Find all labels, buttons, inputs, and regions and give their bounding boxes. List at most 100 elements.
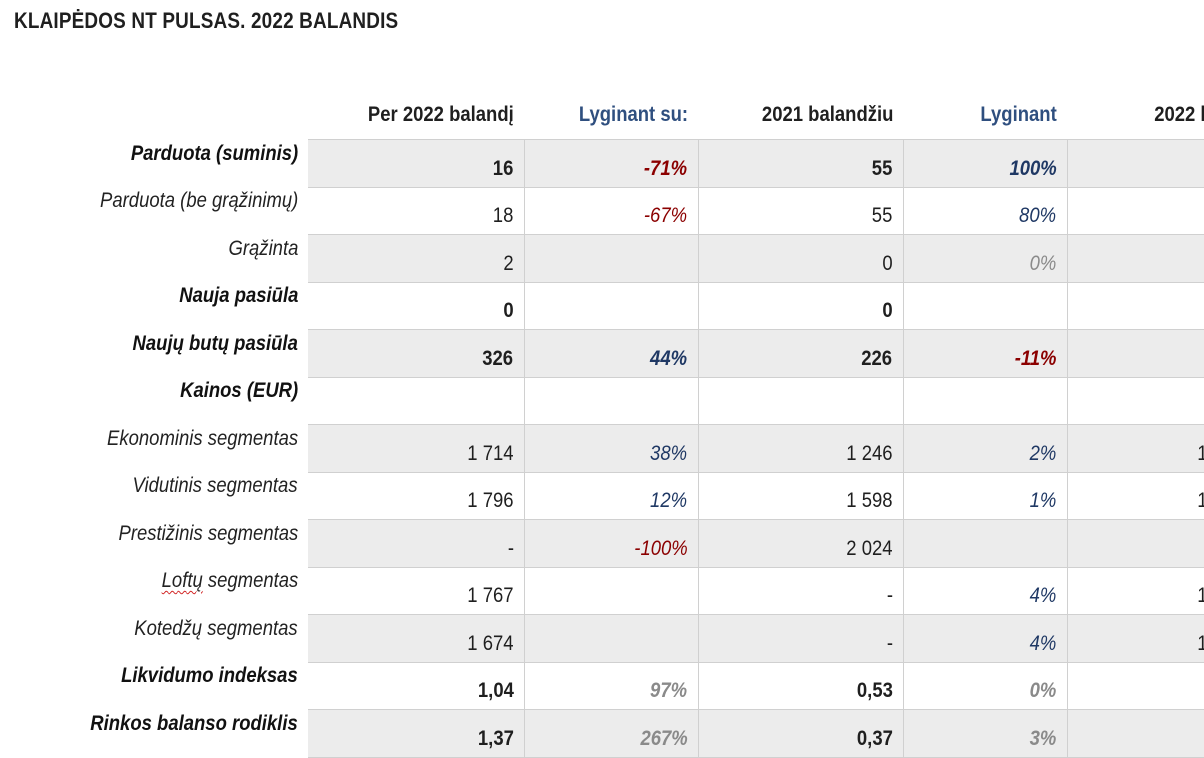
row-label: Kotedžų segmentas: [0, 614, 308, 662]
value-2022-march-text: 1 679: [1198, 442, 1204, 466]
change-vs-march-text: 4%: [1029, 584, 1057, 607]
value-2021-april: 0,37: [698, 709, 904, 758]
value-2022-march-text: 1 705: [1198, 584, 1204, 608]
change-vs-2021: 97%: [524, 662, 699, 710]
change-vs-march-text: 0%: [1029, 679, 1057, 702]
value-2022-march: 366: [1067, 329, 1204, 378]
table-row: Kainos (EUR): [0, 377, 1204, 425]
table-row: Vidutinis segmentas 1 796 12% 1 598 1% 1 786: [0, 472, 1204, 520]
row-label-text: Kotedžų segmentas: [134, 616, 298, 640]
change-vs-2021: -71%: [524, 139, 699, 188]
change-vs-2021-text: -71%: [644, 156, 688, 180]
value-per-2022-april-text: 1,37: [477, 726, 514, 750]
value-per-2022-april: 0: [308, 282, 525, 330]
row-label-text: Naujų butų pasiūla: [132, 331, 298, 355]
value-2021-april: 2 024: [698, 519, 904, 568]
row-label-text: Kainos (EUR): [179, 379, 298, 402]
change-vs-2021-text: -67%: [644, 204, 688, 227]
change-vs-march: 4%: [903, 567, 1068, 615]
value-per-2022-april: -: [308, 519, 525, 568]
value-2021-april-text: 0,53: [856, 679, 893, 702]
value-per-2022-april-text: 1 767: [467, 584, 514, 607]
row-label: Kainos (EUR): [0, 377, 308, 425]
row-label-text: Loftų segmentas: [161, 569, 298, 593]
change-vs-march-text: 80%: [1019, 204, 1057, 227]
value-2021-april-text: -: [886, 631, 893, 655]
value-2022-march: [1067, 377, 1204, 425]
row-label: Nauja pasiūla: [0, 282, 308, 330]
value-per-2022-april-text: 1 674: [467, 631, 514, 655]
value-per-2022-april: 1 767: [308, 567, 525, 615]
value-2021-april: 1 598: [698, 472, 904, 520]
value-2021-april-text: 0: [882, 251, 893, 275]
change-vs-2021: [524, 567, 699, 615]
change-vs-2021: -100%: [524, 519, 699, 568]
value-per-2022-april-text: 18: [492, 204, 514, 227]
value-per-2022-april: 1 674: [308, 614, 525, 663]
value-2022-march: 10: [1067, 187, 1204, 235]
value-per-2022-april-text: -: [507, 536, 514, 560]
change-vs-march: [903, 377, 1068, 425]
row-label-rest: segmentas: [202, 569, 298, 592]
value-2021-april: 55: [698, 139, 904, 188]
change-vs-2021: 38%: [524, 424, 699, 473]
value-2022-march-text: 1 605: [1198, 632, 1204, 656]
header-2021-april: 2021 balandžiu: [698, 91, 903, 140]
value-per-2022-april: 326: [308, 329, 525, 378]
change-vs-2021-text: 44%: [650, 346, 688, 370]
value-2021-april: -: [698, 614, 904, 663]
value-2021-april: -: [698, 567, 904, 615]
value-per-2022-april-text: 1 714: [467, 441, 514, 465]
change-vs-march-text: 3%: [1029, 726, 1057, 750]
header-compare: Lyginant: [903, 91, 1067, 140]
change-vs-march: 0%: [903, 662, 1068, 710]
table-row: Ekonominis segmentas 1 714 38% 1 246 2% 1 679: [0, 424, 1204, 473]
table-row: Loftų segmentas 1 767 - 4% 1 705: [0, 567, 1204, 615]
change-vs-march: [903, 519, 1068, 568]
change-vs-march-text: 1%: [1029, 489, 1057, 512]
row-label: Loftų segmentas: [0, 567, 308, 615]
row-label: Likvidumo indeksas: [0, 662, 308, 710]
value-per-2022-april-text: 1 796: [467, 489, 514, 512]
value-2022-march: 1 679: [1067, 424, 1204, 473]
table-row: Parduota (suminis) 16 -71% 55 100% 8: [0, 139, 1204, 188]
header-row: Per 2022 balandį Lyginant su: 2021 balan…: [0, 91, 1204, 140]
change-vs-2021-text: 12%: [650, 489, 688, 512]
value-2021-april-text: 2 024: [846, 536, 893, 560]
row-label-text: Rinkos balanso rodiklis: [90, 711, 298, 735]
row-label: Naujų butų pasiūla: [0, 329, 308, 377]
table-row: Prestižinis segmentas - -100% 2 024 -: [0, 519, 1204, 568]
value-per-2022-april-text: 326: [482, 346, 514, 370]
value-2022-march: 1 786: [1067, 472, 1204, 520]
change-vs-2021: [524, 234, 699, 283]
value-per-2022-april: 1,04: [308, 662, 525, 710]
table-row: Kotedžų segmentas 1 674 - 4% 1 605: [0, 614, 1204, 663]
value-2021-april: 0: [698, 234, 904, 283]
change-vs-march: 4%: [903, 614, 1068, 663]
change-vs-2021: [524, 377, 699, 425]
change-vs-2021: -67%: [524, 187, 699, 235]
row-label-text: Likvidumo indeksas: [121, 664, 298, 687]
table-row: Rinkos balanso rodiklis 1,37 267% 0,37 3% 1,3…: [0, 709, 1204, 758]
change-vs-march: 0%: [903, 234, 1068, 283]
row-label: Parduota (be grąžinimų): [0, 187, 308, 235]
table-row: Nauja pasiūla 0 0 0: [0, 282, 1204, 330]
value-2021-april: 226: [698, 329, 904, 378]
change-vs-march: 100%: [903, 139, 1068, 188]
value-2022-march: 0: [1067, 282, 1204, 330]
row-label-text: Ekonominis segmentas: [106, 426, 298, 450]
change-vs-2021: 44%: [524, 329, 699, 378]
value-2021-april: 0,53: [698, 662, 904, 710]
change-vs-2021: [524, 282, 699, 330]
change-vs-2021: 12%: [524, 472, 699, 520]
change-vs-2021: 267%: [524, 709, 699, 758]
value-2022-march: 1,33: [1067, 709, 1204, 758]
change-vs-march: 80%: [903, 187, 1068, 235]
change-vs-march: 2%: [903, 424, 1068, 473]
value-per-2022-april: 16: [308, 139, 525, 188]
value-2021-april: 0: [698, 282, 904, 330]
table-row: Likvidumo indeksas 1,04 97% 0,53 0% 1,04: [0, 662, 1204, 710]
row-label: Parduota (suminis): [0, 139, 308, 187]
value-per-2022-april: [308, 377, 525, 425]
value-2022-march: 1 605: [1067, 614, 1204, 663]
